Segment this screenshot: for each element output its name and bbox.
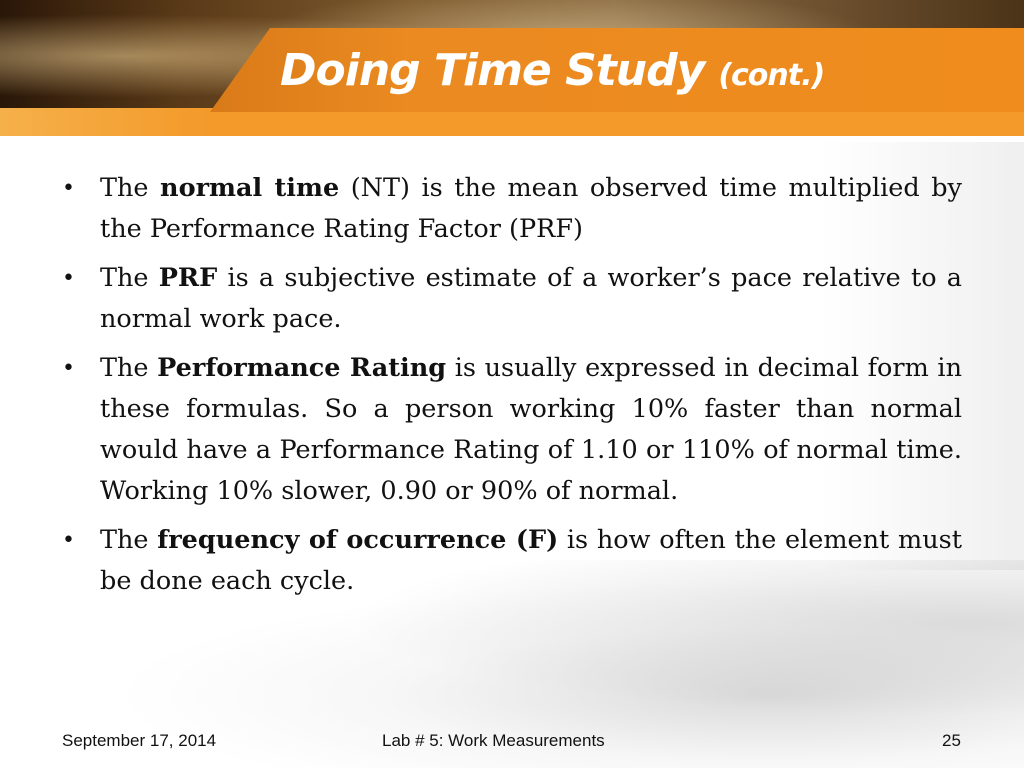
background-photo-right <box>820 140 1024 570</box>
bullet-text-post: (NT) is the mean observed time multiplie… <box>100 173 962 244</box>
slide-title-suffix: (cont.) <box>718 58 825 93</box>
slide-title: Doing Time Study (cont.) <box>280 38 1000 104</box>
bullet-list: • The normal time (NT) is the mean obser… <box>58 168 962 610</box>
bullet-text-bold: Performance Rating <box>157 353 447 383</box>
bullet-icon: • <box>62 266 75 291</box>
title-band-divider <box>0 136 1024 142</box>
footer-title: Lab # 5: Work Measurements <box>382 731 605 750</box>
bullet-text-bold: normal time <box>160 173 340 203</box>
footer-page-number: 25 <box>942 731 961 750</box>
bullet-text-pre: The <box>100 263 159 293</box>
bullet-text-bold: PRF <box>158 263 218 293</box>
bullet-item: • The Performance Rating is usually expr… <box>58 348 962 512</box>
bullet-text-pre: The <box>100 525 158 555</box>
footer-date: September 17, 2014 <box>62 731 217 750</box>
bullet-text-post: is usually expressed in decimal form in … <box>100 353 962 506</box>
title-band <box>210 28 1024 112</box>
slide-title-main: Doing Time Study <box>280 45 705 96</box>
bullet-item: • The frequency of occurrence (F) is how… <box>58 520 962 602</box>
bullet-icon: • <box>62 176 75 201</box>
bullet-item: • The normal time (NT) is the mean obser… <box>58 168 962 250</box>
bullet-text-bold: frequency of occurrence (F) <box>157 525 559 555</box>
bullet-text-post: is how often the element must be done ea… <box>100 525 962 596</box>
bullet-icon: • <box>62 528 75 553</box>
bullet-text-post: is a subjective estimate of a worker’s p… <box>100 263 962 334</box>
background-photo-bottom <box>0 560 1024 768</box>
title-band-strip-left <box>0 108 210 140</box>
bullet-text-pre: The <box>100 173 161 203</box>
bullet-icon: • <box>62 356 75 381</box>
bullet-item: • The PRF is a subjective estimate of a … <box>58 258 962 340</box>
bullet-text-pre: The <box>100 353 158 383</box>
